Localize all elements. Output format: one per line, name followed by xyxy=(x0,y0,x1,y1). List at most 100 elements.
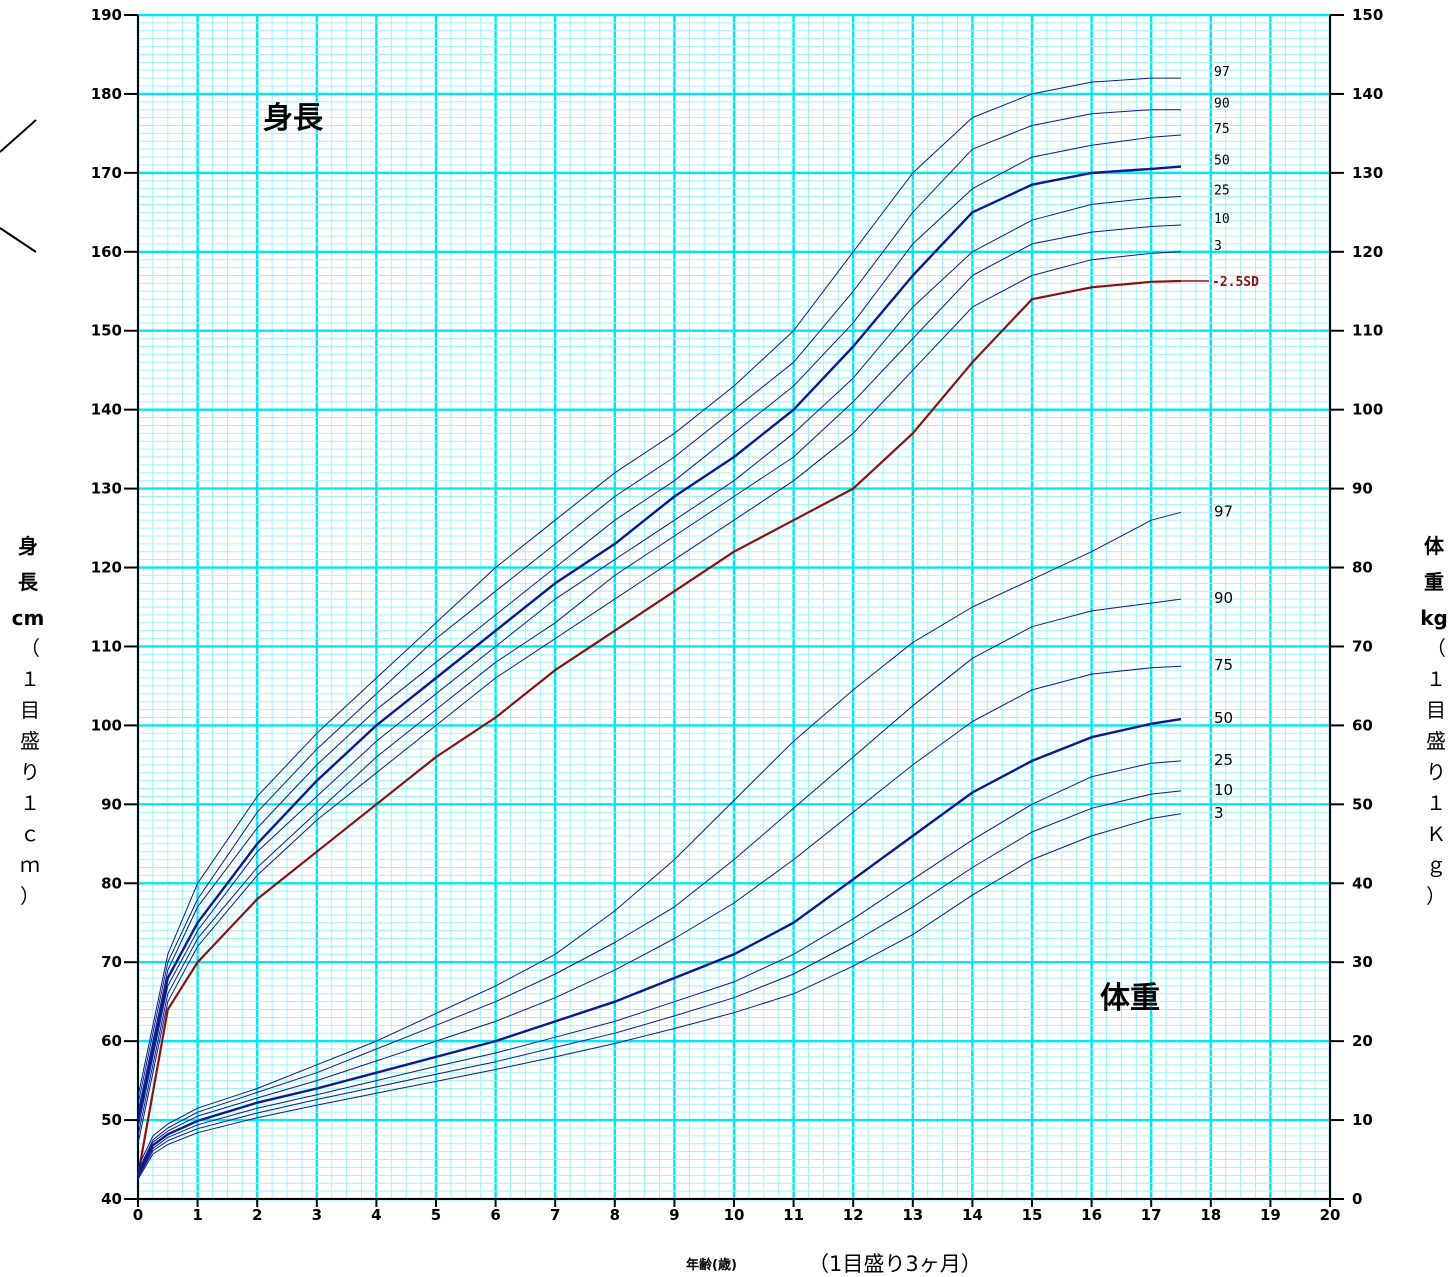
weight-percentile-90-line xyxy=(137,598,1182,1172)
weight-tick-label: 130 xyxy=(1352,164,1383,182)
x-tick-label: 15 xyxy=(1022,1206,1043,1224)
height-percentile-label: 3 xyxy=(1214,239,1222,254)
x-tick-label: 10 xyxy=(724,1206,745,1224)
weight-tick-label: 0 xyxy=(1352,1190,1362,1208)
sd-label: -2.5SD xyxy=(1212,275,1259,290)
left-axis-note-char: （ xyxy=(20,636,40,660)
weight-percentile-75-line xyxy=(137,665,1182,1174)
weight-tick-label: 30 xyxy=(1352,953,1373,971)
right-axis-note-char: １ xyxy=(1426,667,1446,691)
weight-percentile-label: 50 xyxy=(1214,709,1233,727)
weight-title: 体重 xyxy=(1100,981,1160,1016)
weight-tick-label: 80 xyxy=(1352,559,1373,577)
x-tick-label: 19 xyxy=(1260,1206,1281,1224)
x-tick-label: 9 xyxy=(669,1206,679,1224)
plot-frame xyxy=(124,14,1344,1207)
x-tick-label: 14 xyxy=(962,1206,983,1224)
left-axis-char: 長 xyxy=(18,570,39,594)
height-tick-label: 140 xyxy=(91,401,122,419)
weight-percentile-50-line xyxy=(136,717,1182,1176)
height-percentile-label: 75 xyxy=(1214,122,1230,137)
height-tick-label: 110 xyxy=(91,637,122,655)
right-axis-note-char: １ xyxy=(1426,791,1446,815)
right-axis-note-char: 目 xyxy=(1426,698,1446,722)
height-tick-label: 120 xyxy=(91,559,122,577)
height-tick-label: 60 xyxy=(101,1032,122,1050)
left-axis-char: 身 xyxy=(18,534,38,558)
right-axis-unit: kg xyxy=(1420,606,1448,630)
weight-percentile-10-line xyxy=(137,790,1182,1178)
x-tick-label: 5 xyxy=(431,1206,441,1224)
height-percentile-label: 90 xyxy=(1214,97,1230,112)
weight-tick-label: 140 xyxy=(1352,85,1383,103)
x-tick-label: 0 xyxy=(133,1206,143,1224)
weight-tick-label: 60 xyxy=(1352,716,1373,734)
curves xyxy=(136,77,1182,1180)
height-tick-label: 40 xyxy=(101,1190,122,1208)
weight-tick-label: 20 xyxy=(1352,1032,1373,1050)
right-axis-note-char: （ xyxy=(1426,636,1446,660)
weight-tick-label: 50 xyxy=(1352,795,1373,813)
x-tick-label: 18 xyxy=(1200,1206,1221,1224)
height-tick-label: 160 xyxy=(91,243,122,261)
height-percentile-75-line xyxy=(137,134,1182,1113)
left-axis-note-char: ） xyxy=(20,884,40,908)
height-tick-label: 70 xyxy=(101,953,122,971)
x-tick-label: 1 xyxy=(192,1206,202,1224)
left-axis-note-char: 目 xyxy=(20,698,40,722)
height-percentile-90-line xyxy=(137,109,1181,1105)
x-tick-label: 11 xyxy=(783,1206,804,1224)
x-axis-scale-note: （1目盛り3ヶ月） xyxy=(808,1252,982,1276)
x-tick-label: 4 xyxy=(371,1206,381,1224)
height-tick-label: 150 xyxy=(91,322,122,340)
x-tick-label: 12 xyxy=(843,1206,864,1224)
weight-percentile-3-line xyxy=(137,813,1182,1180)
right-axis-note-char: 盛 xyxy=(1426,729,1446,753)
weight-tick-label: 110 xyxy=(1352,322,1383,340)
x-tick-label: 3 xyxy=(312,1206,322,1224)
height-tick-label: 180 xyxy=(91,85,122,103)
left-axis-note-char: り xyxy=(20,760,40,784)
weight-percentile-label: 97 xyxy=(1214,502,1233,520)
corner-mark-upper xyxy=(0,119,37,153)
height-percentile-25-line xyxy=(137,196,1182,1129)
x-tick-label: 17 xyxy=(1141,1206,1162,1224)
left-axis-note-char: ｃ xyxy=(20,822,40,846)
height-percentile-50-line xyxy=(136,165,1182,1121)
height-percentile-97-line xyxy=(137,77,1181,1097)
left-axis-note-char: １ xyxy=(20,791,40,815)
height-tick-label: 90 xyxy=(101,795,122,813)
weight-percentile-label: 10 xyxy=(1214,781,1233,799)
x-tick-label: 13 xyxy=(902,1206,923,1224)
weight-tick-label: 100 xyxy=(1352,401,1383,419)
curve-labels: 97 90 75 50 25 10 3 -2.5SD 97 90 75 50 25 10 3 xyxy=(1181,65,1259,822)
height-tick-label: 100 xyxy=(91,716,122,734)
x-tick-label: 7 xyxy=(550,1206,560,1224)
right-axis-note-char: り xyxy=(1426,760,1446,784)
left-axis-note-char: １ xyxy=(20,667,40,691)
height-tick-label: 190 xyxy=(91,6,122,24)
height-title: 身長 xyxy=(263,101,324,136)
weight-percentile-label: 90 xyxy=(1214,589,1233,607)
grid xyxy=(136,13,1332,1201)
weight-tick-label: 150 xyxy=(1352,6,1383,24)
weight-percentile-97-line xyxy=(137,511,1182,1168)
height-tick-label: 130 xyxy=(91,480,122,498)
right-axis-note-char: ） xyxy=(1426,884,1446,908)
weight-percentile-label: 3 xyxy=(1214,804,1224,822)
x-tick-label: 20 xyxy=(1320,1206,1341,1224)
left-axis-unit: cm xyxy=(12,606,45,630)
x-tick-label: 6 xyxy=(490,1206,500,1224)
right-axis-char: 体 xyxy=(1424,534,1445,558)
x-tick-label: 2 xyxy=(252,1206,262,1224)
weight-percentile-25-line xyxy=(137,760,1182,1177)
weight-percentile-label: 25 xyxy=(1214,751,1233,769)
right-axis-note-char: Ｋ xyxy=(1426,822,1446,846)
x-axis-title: 年齢(歳) xyxy=(686,1257,737,1273)
height-percentile-label: 25 xyxy=(1214,184,1230,199)
right-axis-label: 体 重 kg xyxy=(1420,534,1448,630)
weight-tick-label: 120 xyxy=(1352,243,1383,261)
right-axis-char: 重 xyxy=(1424,570,1444,594)
height-tick-label: 170 xyxy=(91,164,122,182)
